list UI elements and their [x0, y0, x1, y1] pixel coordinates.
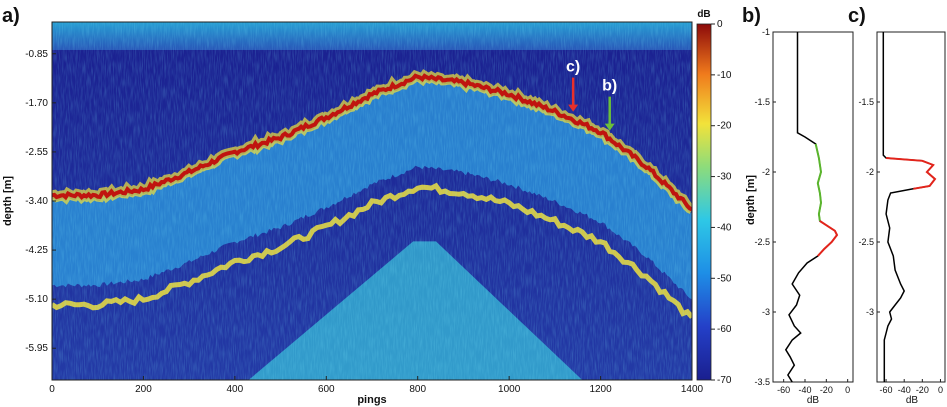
panel-b-label: b) — [742, 5, 761, 27]
x-tick-label: 800 — [409, 384, 426, 395]
y-tick-label: -4.25 — [25, 245, 48, 256]
x-tick-label: -60 — [880, 385, 893, 395]
x-tick-label: -40 — [798, 385, 811, 395]
panel-b-y-label: depth [m] — [745, 175, 757, 225]
marker-arrow-head — [568, 104, 579, 112]
x-tick-label: -40 — [898, 385, 911, 395]
panel-b: b) -1 -1.5 -2 -2.5 -3 -3.5 -60 -40 -20 0 depth [… — [742, 5, 854, 406]
x-tick-label: 0 — [845, 385, 850, 395]
colorbar-tick-label: -10 — [717, 70, 732, 81]
y-tick-label: -1 — [762, 27, 770, 37]
panel-a-label: a) — [2, 5, 20, 27]
panel-c-x-label: dB — [906, 395, 919, 406]
y-tick-label: -1.5 — [754, 97, 770, 107]
panel-b-frame — [772, 31, 854, 383]
panel-c-x-ticks: -60 -40 -20 0 — [880, 379, 943, 395]
colorbar-title: dB — [697, 9, 710, 20]
profile-b-red-segment — [817, 220, 839, 257]
bottom-surface-trace — [52, 73, 692, 212]
x-tick-label: 0 — [938, 385, 943, 395]
y-tick-label: -1.5 — [858, 97, 874, 107]
y-tick-label: -2.5 — [754, 237, 770, 247]
x-tick-label: 400 — [227, 384, 244, 395]
y-tick-label: -1.70 — [25, 98, 48, 109]
x-tick-label: 200 — [135, 384, 152, 395]
y-tick-label: -5.10 — [25, 294, 48, 305]
x-tick-label: -20 — [916, 385, 929, 395]
colorbar-ticks: 0 -10 -20 -30 -40 -50 -60 -70 — [711, 19, 732, 386]
x-tick-label: 1000 — [498, 384, 521, 395]
panel-a: a) 0 200 400 600 800 1000 1200 1400 -0.85-1.70-… — [2, 5, 732, 406]
profile-b-green-segment — [814, 143, 823, 222]
colorbar-tick-label: -30 — [717, 172, 732, 183]
panel-a-y-label: depth [m] — [2, 176, 14, 226]
speckle-texture — [52, 22, 692, 380]
panel-b-y-ticks: -1 -1.5 -2 -2.5 -3 -3.5 — [754, 27, 776, 387]
colorbar-tick-label: -70 — [717, 375, 732, 386]
panel-a-y-ticks: -0.85 -1.70 -2.55 -3.40 -4.25 -5.10 -5.95 — [25, 49, 56, 354]
y-tick-label: -2 — [866, 167, 874, 177]
y-tick-label: -5.95 — [25, 343, 48, 354]
y-tick-label: -3.5 — [754, 377, 770, 387]
colorbar-tick-label: -50 — [717, 273, 732, 284]
y-tick-label: -2 — [762, 167, 770, 177]
y-tick-label: -3 — [866, 307, 874, 317]
x-tick-label: -20 — [820, 385, 833, 395]
ping-markers: c) b) — [566, 59, 617, 131]
panel-b-x-ticks: -60 -40 -20 0 — [777, 379, 850, 395]
y-tick-label: -2.5 — [858, 237, 874, 247]
panel-b-x-label: dB — [807, 395, 820, 406]
colorbar-tick-label: 0 — [717, 19, 723, 30]
marker-label: b) — [602, 78, 617, 95]
marker-label: c) — [566, 59, 580, 76]
profile-c-red-segment — [886, 157, 937, 190]
marker-arrow-head — [604, 123, 615, 131]
x-tick-label: 600 — [318, 384, 335, 395]
x-tick-label: 1400 — [681, 384, 704, 395]
y-tick-label: -3.40 — [25, 196, 48, 207]
panel-a-x-label: pings — [357, 394, 386, 406]
x-tick-label: -60 — [777, 385, 790, 395]
y-tick-label: -0.85 — [25, 49, 48, 60]
panel-c-label: c) — [848, 5, 866, 27]
panel-c: c) -1.5 -2 -2.5 -3 -60 -40 -20 0 dB — [848, 5, 946, 406]
colorbar-tick-label: -40 — [717, 222, 732, 233]
y-tick-label: -2.55 — [25, 147, 48, 158]
panel-a-x-ticks: 0 200 400 600 800 1000 1200 1400 — [49, 376, 704, 395]
x-tick-label: 1200 — [589, 384, 612, 395]
colorbar — [696, 23, 712, 381]
colorbar-tick-label: -20 — [717, 121, 732, 132]
colorbar-tick-label: -60 — [717, 324, 732, 335]
y-tick-label: -3 — [762, 307, 770, 317]
x-tick-label: 0 — [49, 384, 55, 395]
panel-c-y-ticks: -1.5 -2 -2.5 -3 — [858, 97, 880, 317]
